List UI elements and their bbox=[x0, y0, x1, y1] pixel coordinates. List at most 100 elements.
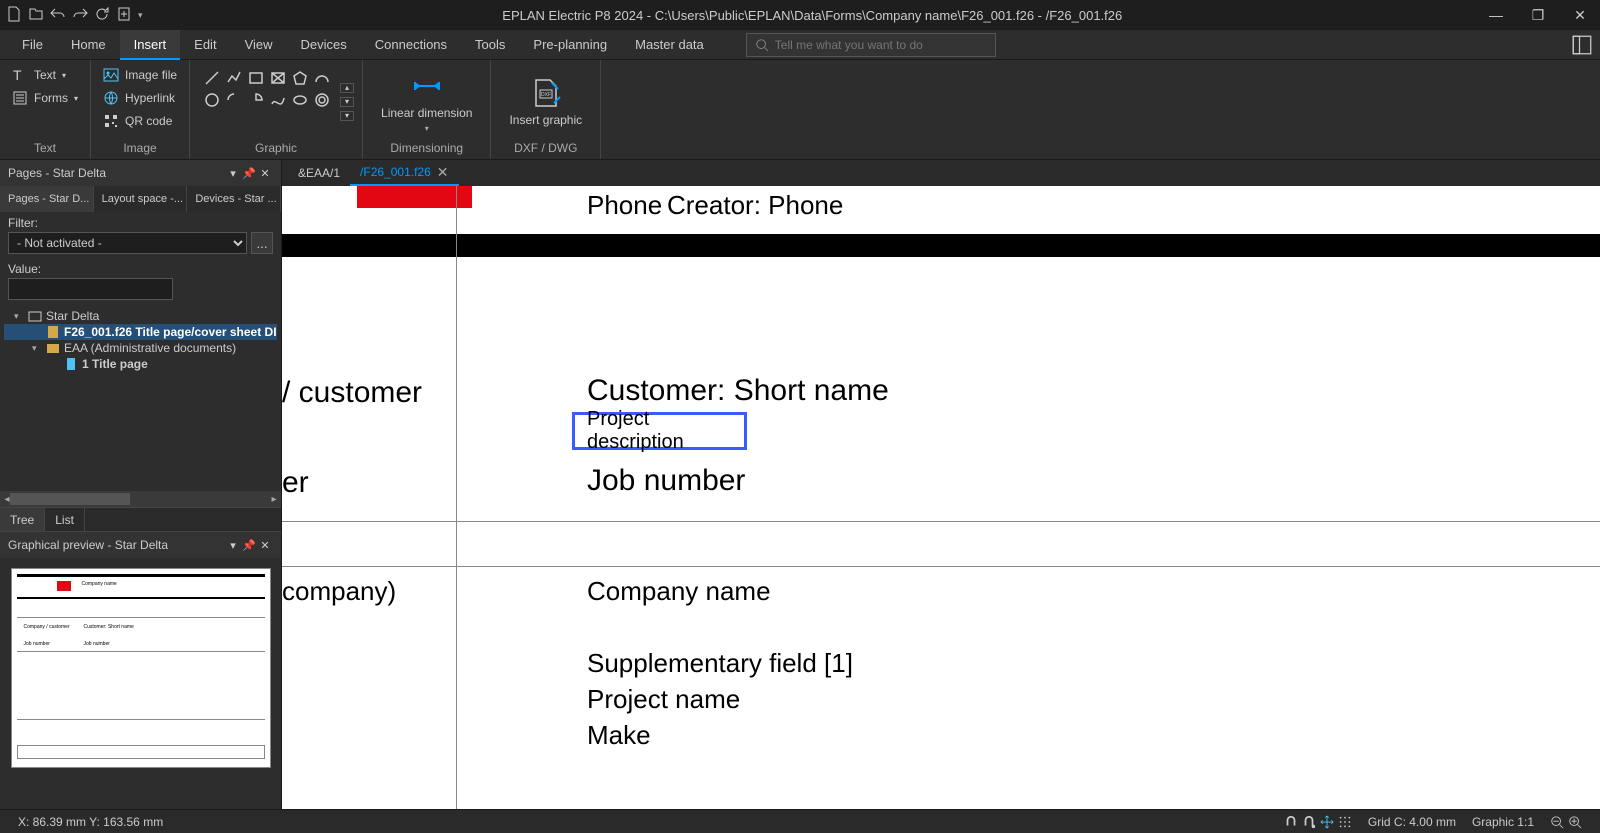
status-bar: X: 86.39 mm Y: 163.56 mm Grid C: 4.00 mm… bbox=[0, 809, 1600, 833]
drawing-canvas[interactable]: / customer er company) Phone Creator: Ph… bbox=[282, 186, 1600, 809]
rect-poly-icon[interactable] bbox=[268, 68, 288, 88]
panel-close-icon[interactable]: ✕ bbox=[257, 539, 273, 552]
hline bbox=[282, 521, 1600, 522]
doc-tab[interactable]: &EAA/1 bbox=[288, 160, 350, 186]
gallery-down-icon[interactable]: ▾ bbox=[340, 97, 354, 107]
window-title: EPLAN Electric P8 2024 - C:\Users\Public… bbox=[143, 8, 1482, 23]
insert-graphic-button[interactable]: DXF Insert graphic bbox=[499, 64, 592, 139]
ribbon-group-label: Image bbox=[99, 139, 181, 159]
scroll-right-icon[interactable]: ▸ bbox=[267, 491, 281, 507]
left-panels: Pages - Star Delta ▾ 📌 ✕ Pages - Star D.… bbox=[0, 160, 282, 809]
tree-node-form[interactable]: F26_001.f26 Title page/cover sheet DI bbox=[4, 324, 277, 340]
tab-tree[interactable]: Tree bbox=[0, 508, 45, 531]
close-button[interactable]: ✕ bbox=[1566, 7, 1594, 24]
panel-dropdown-icon[interactable]: ▾ bbox=[225, 167, 241, 180]
snap-icon[interactable] bbox=[1284, 815, 1298, 829]
donut-icon[interactable] bbox=[312, 90, 332, 110]
panel-close-icon[interactable]: ✕ bbox=[257, 167, 273, 180]
hyperlink-button[interactable]: Hyperlink bbox=[99, 87, 181, 109]
grid-icon[interactable] bbox=[1338, 815, 1352, 829]
tell-me-search[interactable] bbox=[746, 33, 996, 57]
menu-tools[interactable]: Tools bbox=[461, 30, 519, 60]
zoom-controls[interactable] bbox=[1550, 815, 1582, 829]
image-file-button[interactable]: Image file bbox=[99, 64, 181, 86]
canvas-text: Supplementary field [1] bbox=[587, 648, 853, 679]
quick-access-toolbar: ▾ bbox=[6, 6, 143, 25]
canvas-text: Make bbox=[587, 720, 651, 751]
tree-hscrollbar[interactable]: ◂▸ bbox=[0, 491, 281, 507]
tab-list[interactable]: List bbox=[45, 508, 85, 531]
undo-icon[interactable] bbox=[50, 6, 66, 25]
gallery-more-icon[interactable]: ▾ bbox=[340, 111, 354, 121]
pages-tree[interactable]: ▾Star Delta F26_001.f26 Title page/cover… bbox=[0, 304, 281, 491]
forms-button[interactable]: Forms▾ bbox=[8, 87, 82, 109]
open-icon[interactable] bbox=[28, 6, 44, 25]
selected-text-box[interactable]: Project description bbox=[572, 412, 747, 450]
panel-dropdown-icon[interactable]: ▾ bbox=[225, 539, 241, 552]
menu-view[interactable]: View bbox=[231, 30, 287, 60]
ribbon-group-dimensioning: Linear dimension ▾ Dimensioning bbox=[363, 60, 491, 159]
ribbon-group-dxf: DXF Insert graphic DXF / DWG bbox=[491, 60, 601, 159]
tree-node-project[interactable]: ▾Star Delta bbox=[4, 308, 277, 324]
pages-panel-tabs: Pages - Star D... Layout space -... Devi… bbox=[0, 186, 281, 212]
menu-connections[interactable]: Connections bbox=[361, 30, 461, 60]
tree-node-folder[interactable]: ▾EAA (Administrative documents) bbox=[4, 340, 277, 356]
snap-icon[interactable] bbox=[1302, 815, 1316, 829]
circle-icon[interactable] bbox=[202, 90, 222, 110]
menu-insert[interactable]: Insert bbox=[120, 30, 181, 60]
spline-icon[interactable] bbox=[268, 90, 288, 110]
canvas-text: Creator: Phone bbox=[667, 190, 843, 221]
menu-preplanning[interactable]: Pre-planning bbox=[519, 30, 621, 60]
grid-size[interactable]: Grid C: 4.00 mm bbox=[1368, 815, 1456, 829]
menu-masterdata[interactable]: Master data bbox=[621, 30, 718, 60]
tab-close-icon[interactable]: ✕ bbox=[437, 159, 449, 185]
tell-me-input[interactable] bbox=[775, 38, 987, 52]
ellipse-icon[interactable] bbox=[290, 90, 310, 110]
redo-icon[interactable] bbox=[72, 6, 88, 25]
menu-edit[interactable]: Edit bbox=[180, 30, 230, 60]
layout-icon[interactable] bbox=[1572, 35, 1592, 55]
new-icon[interactable] bbox=[6, 6, 22, 25]
menu-devices[interactable]: Devices bbox=[287, 30, 361, 60]
line-icon[interactable] bbox=[202, 68, 222, 88]
tab-pages[interactable]: Pages - Star D... bbox=[0, 186, 94, 212]
preview-panel-title: Graphical preview - Star Delta ▾ 📌 ✕ bbox=[0, 532, 281, 558]
filter-select[interactable]: - Not activated - bbox=[8, 232, 247, 254]
value-label: Value: bbox=[8, 262, 273, 276]
filter-label: Filter: bbox=[8, 216, 273, 230]
qr-code-button[interactable]: QR code bbox=[99, 110, 181, 132]
graphic-scale[interactable]: Graphic 1:1 bbox=[1472, 815, 1534, 829]
tab-layout[interactable]: Layout space -... bbox=[94, 186, 188, 212]
sector-icon[interactable] bbox=[246, 90, 266, 110]
document-tabs: &EAA/1 /F26_001.f26✕ bbox=[282, 160, 1600, 186]
refresh-icon[interactable] bbox=[94, 6, 110, 25]
export-icon[interactable] bbox=[116, 6, 132, 25]
tree-node-page[interactable]: 1 Title page bbox=[4, 356, 277, 372]
shape-gallery bbox=[198, 64, 336, 139]
scroll-thumb[interactable] bbox=[10, 493, 130, 505]
polygon-icon[interactable] bbox=[290, 68, 310, 88]
tab-devices[interactable]: Devices - Star ... bbox=[187, 186, 281, 212]
panel-pin-icon[interactable]: 📌 bbox=[241, 167, 257, 180]
maximize-button[interactable]: ❐ bbox=[1524, 7, 1552, 24]
move-icon[interactable] bbox=[1320, 815, 1334, 829]
polyline-icon[interactable] bbox=[224, 68, 244, 88]
menu-file[interactable]: File bbox=[8, 30, 57, 60]
zoom-in-icon[interactable] bbox=[1568, 815, 1582, 829]
panel-pin-icon[interactable]: 📌 bbox=[241, 539, 257, 552]
coordinates: X: 86.39 mm Y: 163.56 mm bbox=[18, 815, 163, 829]
arc3-icon[interactable] bbox=[312, 68, 332, 88]
text-button[interactable]: TText▾ bbox=[8, 64, 82, 86]
minimize-button[interactable]: — bbox=[1482, 7, 1510, 24]
linear-dimension-button[interactable]: Linear dimension ▾ bbox=[371, 64, 482, 139]
snap-icons[interactable] bbox=[1284, 815, 1352, 829]
menu-home[interactable]: Home bbox=[57, 30, 120, 60]
gallery-up-icon[interactable]: ▴ bbox=[340, 83, 354, 93]
arc-icon[interactable] bbox=[224, 90, 244, 110]
value-input[interactable] bbox=[8, 278, 173, 300]
rect-icon[interactable] bbox=[246, 68, 266, 88]
filter-more-button[interactable]: ... bbox=[251, 232, 273, 254]
svg-text:DXF: DXF bbox=[541, 92, 551, 98]
zoom-out-icon[interactable] bbox=[1550, 815, 1564, 829]
doc-tab-active[interactable]: /F26_001.f26✕ bbox=[350, 160, 458, 186]
